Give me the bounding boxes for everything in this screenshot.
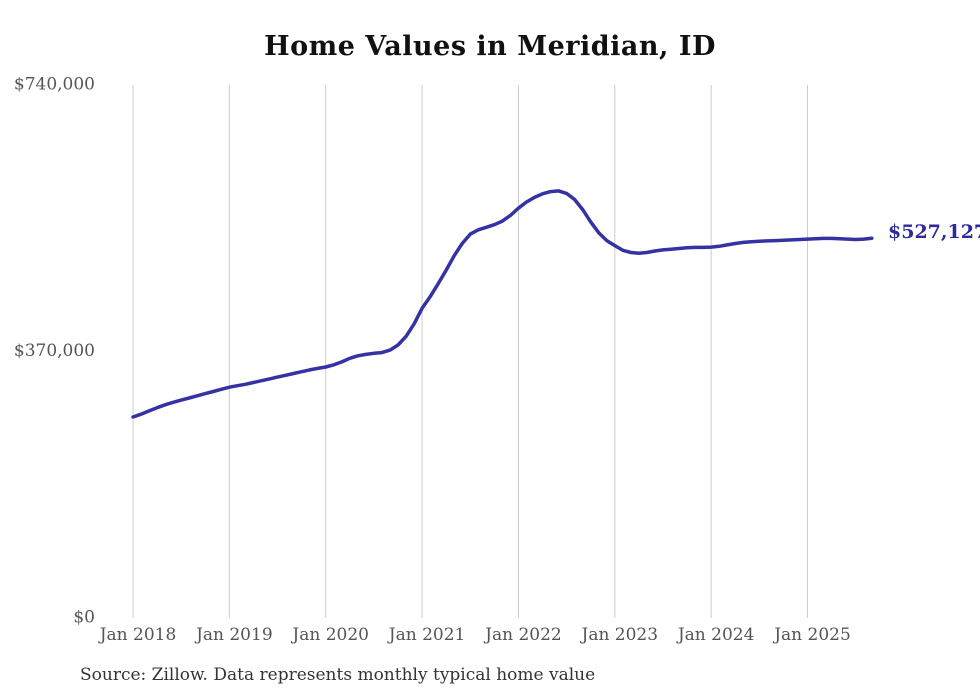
y-axis-tick-label: $740,000 [14,75,95,95]
home-value-line [131,189,874,419]
source-note: Source: Zillow. Data represents monthly … [80,665,596,685]
x-axis-tick-label: Jan 2022 [483,625,562,645]
chart-title: Home Values in Meridian, ID [264,31,716,62]
y-axis-tick-label: $370,000 [14,341,95,361]
x-axis-tick-label: Jan 2025 [772,625,851,645]
x-axis-tick-label: Jan 2018 [98,625,177,645]
x-axis-tick-label: Jan 2020 [290,625,369,645]
x-axis-tick-label: Jan 2024 [676,625,755,645]
x-axis-tick-label: Jan 2023 [580,625,659,645]
latest-value-label: $527,127 [888,221,980,243]
x-axis-tick-label: Jan 2021 [387,625,466,645]
x-axis-tick-label: Jan 2019 [194,625,273,645]
y-axis-tick-label: $0 [73,608,95,628]
